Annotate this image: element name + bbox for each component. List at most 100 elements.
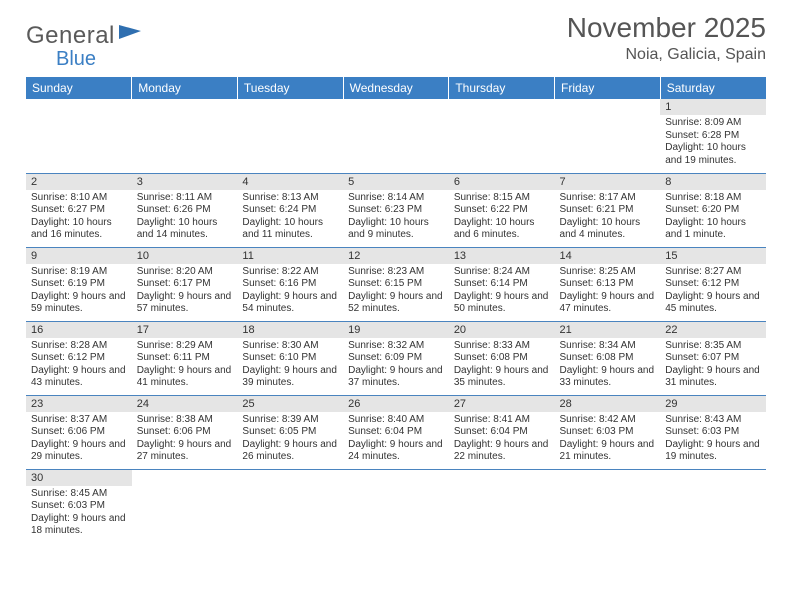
- calendar-cell: 30Sunrise: 8:45 AMSunset: 6:03 PMDayligh…: [26, 469, 132, 543]
- day-info: Sunrise: 8:14 AMSunset: 6:23 PMDaylight:…: [343, 190, 449, 245]
- day-number: 22: [660, 322, 766, 338]
- calendar-cell: 8Sunrise: 8:18 AMSunset: 6:20 PMDaylight…: [660, 173, 766, 247]
- day-number: 13: [449, 248, 555, 264]
- day-info: Sunrise: 8:40 AMSunset: 6:04 PMDaylight:…: [343, 412, 449, 467]
- logo-text-blue: Blue: [56, 48, 145, 71]
- header: General Blue November 2025 Noia, Galicia…: [26, 12, 766, 71]
- day-number: 24: [132, 396, 238, 412]
- day-number: 28: [555, 396, 661, 412]
- calendar-cell: [26, 99, 132, 173]
- calendar-cell: 10Sunrise: 8:20 AMSunset: 6:17 PMDayligh…: [132, 247, 238, 321]
- day-number: 23: [26, 396, 132, 412]
- day-info: Sunrise: 8:33 AMSunset: 6:08 PMDaylight:…: [449, 338, 555, 393]
- day-number: 29: [660, 396, 766, 412]
- flag-icon: [119, 25, 145, 48]
- calendar-cell: [449, 99, 555, 173]
- calendar-cell: 11Sunrise: 8:22 AMSunset: 6:16 PMDayligh…: [237, 247, 343, 321]
- calendar-cell: 12Sunrise: 8:23 AMSunset: 6:15 PMDayligh…: [343, 247, 449, 321]
- calendar-cell: 9Sunrise: 8:19 AMSunset: 6:19 PMDaylight…: [26, 247, 132, 321]
- day-info: Sunrise: 8:09 AMSunset: 6:28 PMDaylight:…: [660, 115, 766, 170]
- day-number: 8: [660, 174, 766, 190]
- calendar-cell: [237, 99, 343, 173]
- day-number: 3: [132, 174, 238, 190]
- day-number: 26: [343, 396, 449, 412]
- day-info: Sunrise: 8:43 AMSunset: 6:03 PMDaylight:…: [660, 412, 766, 467]
- calendar-table: SundayMondayTuesdayWednesdayThursdayFrid…: [26, 77, 766, 543]
- calendar-cell: 29Sunrise: 8:43 AMSunset: 6:03 PMDayligh…: [660, 395, 766, 469]
- day-number: 20: [449, 322, 555, 338]
- calendar-head: SundayMondayTuesdayWednesdayThursdayFrid…: [26, 77, 766, 99]
- day-number: 17: [132, 322, 238, 338]
- day-info: Sunrise: 8:37 AMSunset: 6:06 PMDaylight:…: [26, 412, 132, 467]
- calendar-cell: 25Sunrise: 8:39 AMSunset: 6:05 PMDayligh…: [237, 395, 343, 469]
- calendar-cell: [132, 469, 238, 543]
- day-number: 7: [555, 174, 661, 190]
- calendar-cell: 18Sunrise: 8:30 AMSunset: 6:10 PMDayligh…: [237, 321, 343, 395]
- calendar-cell: [555, 99, 661, 173]
- calendar-cell: 20Sunrise: 8:33 AMSunset: 6:08 PMDayligh…: [449, 321, 555, 395]
- calendar-cell: 5Sunrise: 8:14 AMSunset: 6:23 PMDaylight…: [343, 173, 449, 247]
- day-number: 25: [237, 396, 343, 412]
- day-number: 27: [449, 396, 555, 412]
- day-number: 12: [343, 248, 449, 264]
- calendar-cell: [449, 469, 555, 543]
- day-info: Sunrise: 8:27 AMSunset: 6:12 PMDaylight:…: [660, 264, 766, 319]
- calendar-cell: 19Sunrise: 8:32 AMSunset: 6:09 PMDayligh…: [343, 321, 449, 395]
- day-number: 2: [26, 174, 132, 190]
- day-number: 21: [555, 322, 661, 338]
- calendar-row: 30Sunrise: 8:45 AMSunset: 6:03 PMDayligh…: [26, 469, 766, 543]
- calendar-cell: 17Sunrise: 8:29 AMSunset: 6:11 PMDayligh…: [132, 321, 238, 395]
- weekday-header: Sunday: [26, 77, 132, 99]
- day-number: 6: [449, 174, 555, 190]
- weekday-header: Thursday: [449, 77, 555, 99]
- day-number: 9: [26, 248, 132, 264]
- day-info: Sunrise: 8:10 AMSunset: 6:27 PMDaylight:…: [26, 190, 132, 245]
- logo-text-general: General: [26, 22, 115, 49]
- day-info: Sunrise: 8:22 AMSunset: 6:16 PMDaylight:…: [237, 264, 343, 319]
- calendar-cell: 27Sunrise: 8:41 AMSunset: 6:04 PMDayligh…: [449, 395, 555, 469]
- day-number: 5: [343, 174, 449, 190]
- calendar-cell: 23Sunrise: 8:37 AMSunset: 6:06 PMDayligh…: [26, 395, 132, 469]
- day-number: 4: [237, 174, 343, 190]
- day-info: Sunrise: 8:23 AMSunset: 6:15 PMDaylight:…: [343, 264, 449, 319]
- calendar-cell: 28Sunrise: 8:42 AMSunset: 6:03 PMDayligh…: [555, 395, 661, 469]
- calendar-cell: [555, 469, 661, 543]
- day-info: Sunrise: 8:41 AMSunset: 6:04 PMDaylight:…: [449, 412, 555, 467]
- calendar-row: 16Sunrise: 8:28 AMSunset: 6:12 PMDayligh…: [26, 321, 766, 395]
- calendar-row: 23Sunrise: 8:37 AMSunset: 6:06 PMDayligh…: [26, 395, 766, 469]
- day-info: Sunrise: 8:39 AMSunset: 6:05 PMDaylight:…: [237, 412, 343, 467]
- calendar-cell: 16Sunrise: 8:28 AMSunset: 6:12 PMDayligh…: [26, 321, 132, 395]
- calendar-cell: [132, 99, 238, 173]
- weekday-header: Monday: [132, 77, 238, 99]
- month-title: November 2025: [567, 12, 766, 44]
- day-info: Sunrise: 8:32 AMSunset: 6:09 PMDaylight:…: [343, 338, 449, 393]
- calendar-cell: [237, 469, 343, 543]
- calendar-page: General Blue November 2025 Noia, Galicia…: [0, 0, 792, 543]
- calendar-row: 9Sunrise: 8:19 AMSunset: 6:19 PMDaylight…: [26, 247, 766, 321]
- calendar-cell: 13Sunrise: 8:24 AMSunset: 6:14 PMDayligh…: [449, 247, 555, 321]
- calendar-cell: [343, 99, 449, 173]
- calendar-cell: 14Sunrise: 8:25 AMSunset: 6:13 PMDayligh…: [555, 247, 661, 321]
- calendar-cell: 22Sunrise: 8:35 AMSunset: 6:07 PMDayligh…: [660, 321, 766, 395]
- day-number: 14: [555, 248, 661, 264]
- weekday-header: Friday: [555, 77, 661, 99]
- weekday-header: Wednesday: [343, 77, 449, 99]
- calendar-row: 1Sunrise: 8:09 AMSunset: 6:28 PMDaylight…: [26, 99, 766, 173]
- calendar-cell: [343, 469, 449, 543]
- calendar-cell: 6Sunrise: 8:15 AMSunset: 6:22 PMDaylight…: [449, 173, 555, 247]
- day-info: Sunrise: 8:20 AMSunset: 6:17 PMDaylight:…: [132, 264, 238, 319]
- day-info: Sunrise: 8:42 AMSunset: 6:03 PMDaylight:…: [555, 412, 661, 467]
- day-number: 1: [660, 99, 766, 115]
- day-info: Sunrise: 8:28 AMSunset: 6:12 PMDaylight:…: [26, 338, 132, 393]
- weekday-header: Saturday: [660, 77, 766, 99]
- calendar-cell: 3Sunrise: 8:11 AMSunset: 6:26 PMDaylight…: [132, 173, 238, 247]
- location: Noia, Galicia, Spain: [567, 46, 766, 64]
- calendar-cell: 1Sunrise: 8:09 AMSunset: 6:28 PMDaylight…: [660, 99, 766, 173]
- day-number: 15: [660, 248, 766, 264]
- calendar-row: 2Sunrise: 8:10 AMSunset: 6:27 PMDaylight…: [26, 173, 766, 247]
- logo: General Blue: [26, 12, 145, 71]
- day-info: Sunrise: 8:24 AMSunset: 6:14 PMDaylight:…: [449, 264, 555, 319]
- calendar-cell: 15Sunrise: 8:27 AMSunset: 6:12 PMDayligh…: [660, 247, 766, 321]
- day-number: 16: [26, 322, 132, 338]
- day-info: Sunrise: 8:29 AMSunset: 6:11 PMDaylight:…: [132, 338, 238, 393]
